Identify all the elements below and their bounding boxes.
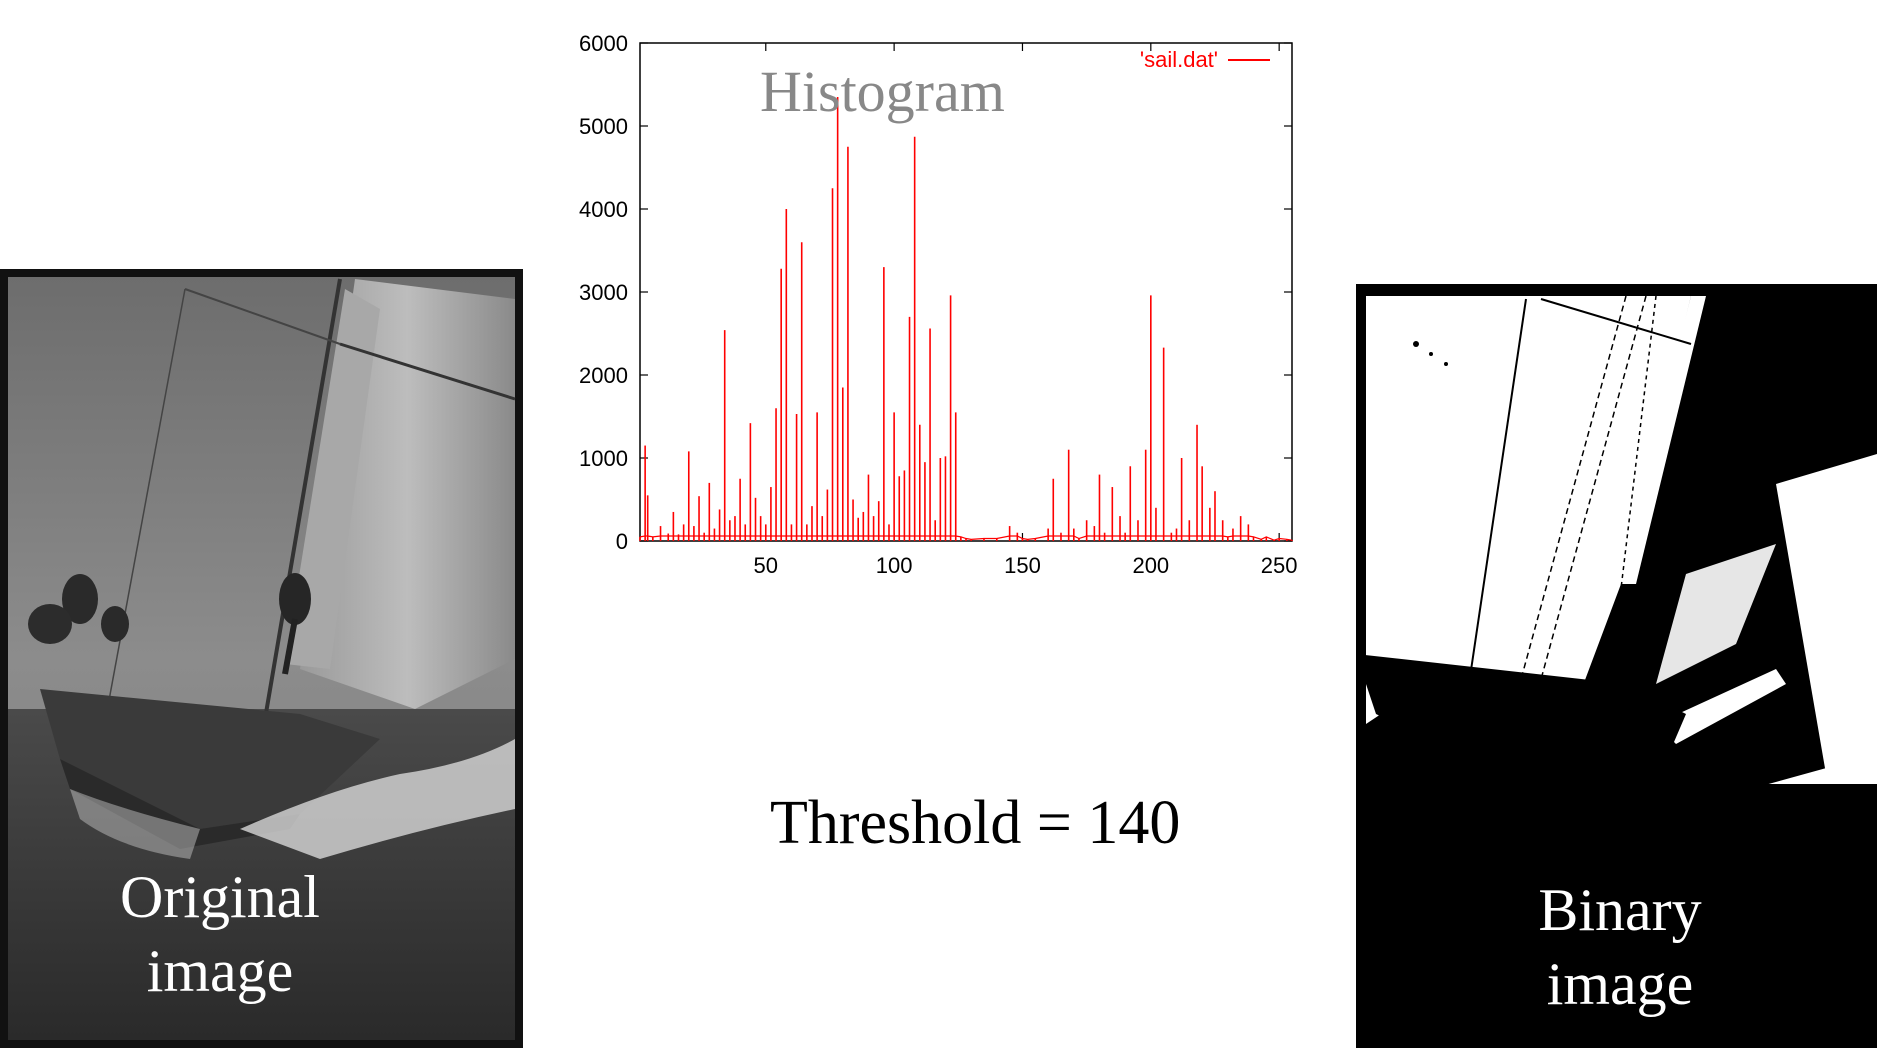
- original-image-illustration: [8, 277, 516, 1040]
- x-tick-label: 50: [754, 553, 778, 578]
- y-tick-label: 6000: [579, 31, 628, 56]
- x-tick-label: 250: [1261, 553, 1298, 578]
- x-tick-label: 200: [1132, 553, 1169, 578]
- original-image-caption: Original image: [120, 864, 320, 1004]
- y-tick-label: 1000: [579, 446, 628, 471]
- y-axis-ticks: 0 1000 2000 3000 4000 5000 6000: [579, 31, 1292, 554]
- histogram-series: [639, 96, 1293, 541]
- legend-label: 'sail.dat': [1140, 47, 1218, 72]
- binary-image: [1356, 284, 1877, 1048]
- histogram-chart: 0 1000 2000 3000 4000 5000 6000 50 100 150 200 250…: [579, 31, 1298, 578]
- x-tick-label: 150: [1004, 553, 1041, 578]
- binary-image-illustration: [1356, 284, 1877, 1048]
- y-tick-label: 2000: [579, 363, 628, 388]
- threshold-label: Threshold = 140: [770, 789, 1181, 857]
- x-axis-ticks: 50 100 150 200 250: [754, 43, 1298, 578]
- original-image: [0, 269, 523, 1048]
- y-tick-label: 0: [616, 529, 628, 554]
- chart-title: Histogram: [760, 59, 1005, 124]
- x-tick-label: 100: [876, 553, 913, 578]
- binary-image-caption: Binary image: [1538, 877, 1702, 1017]
- y-tick-label: 4000: [579, 197, 628, 222]
- histogram-baseline: [639, 535, 1293, 541]
- y-tick-label: 3000: [579, 280, 628, 305]
- y-tick-label: 5000: [579, 114, 628, 139]
